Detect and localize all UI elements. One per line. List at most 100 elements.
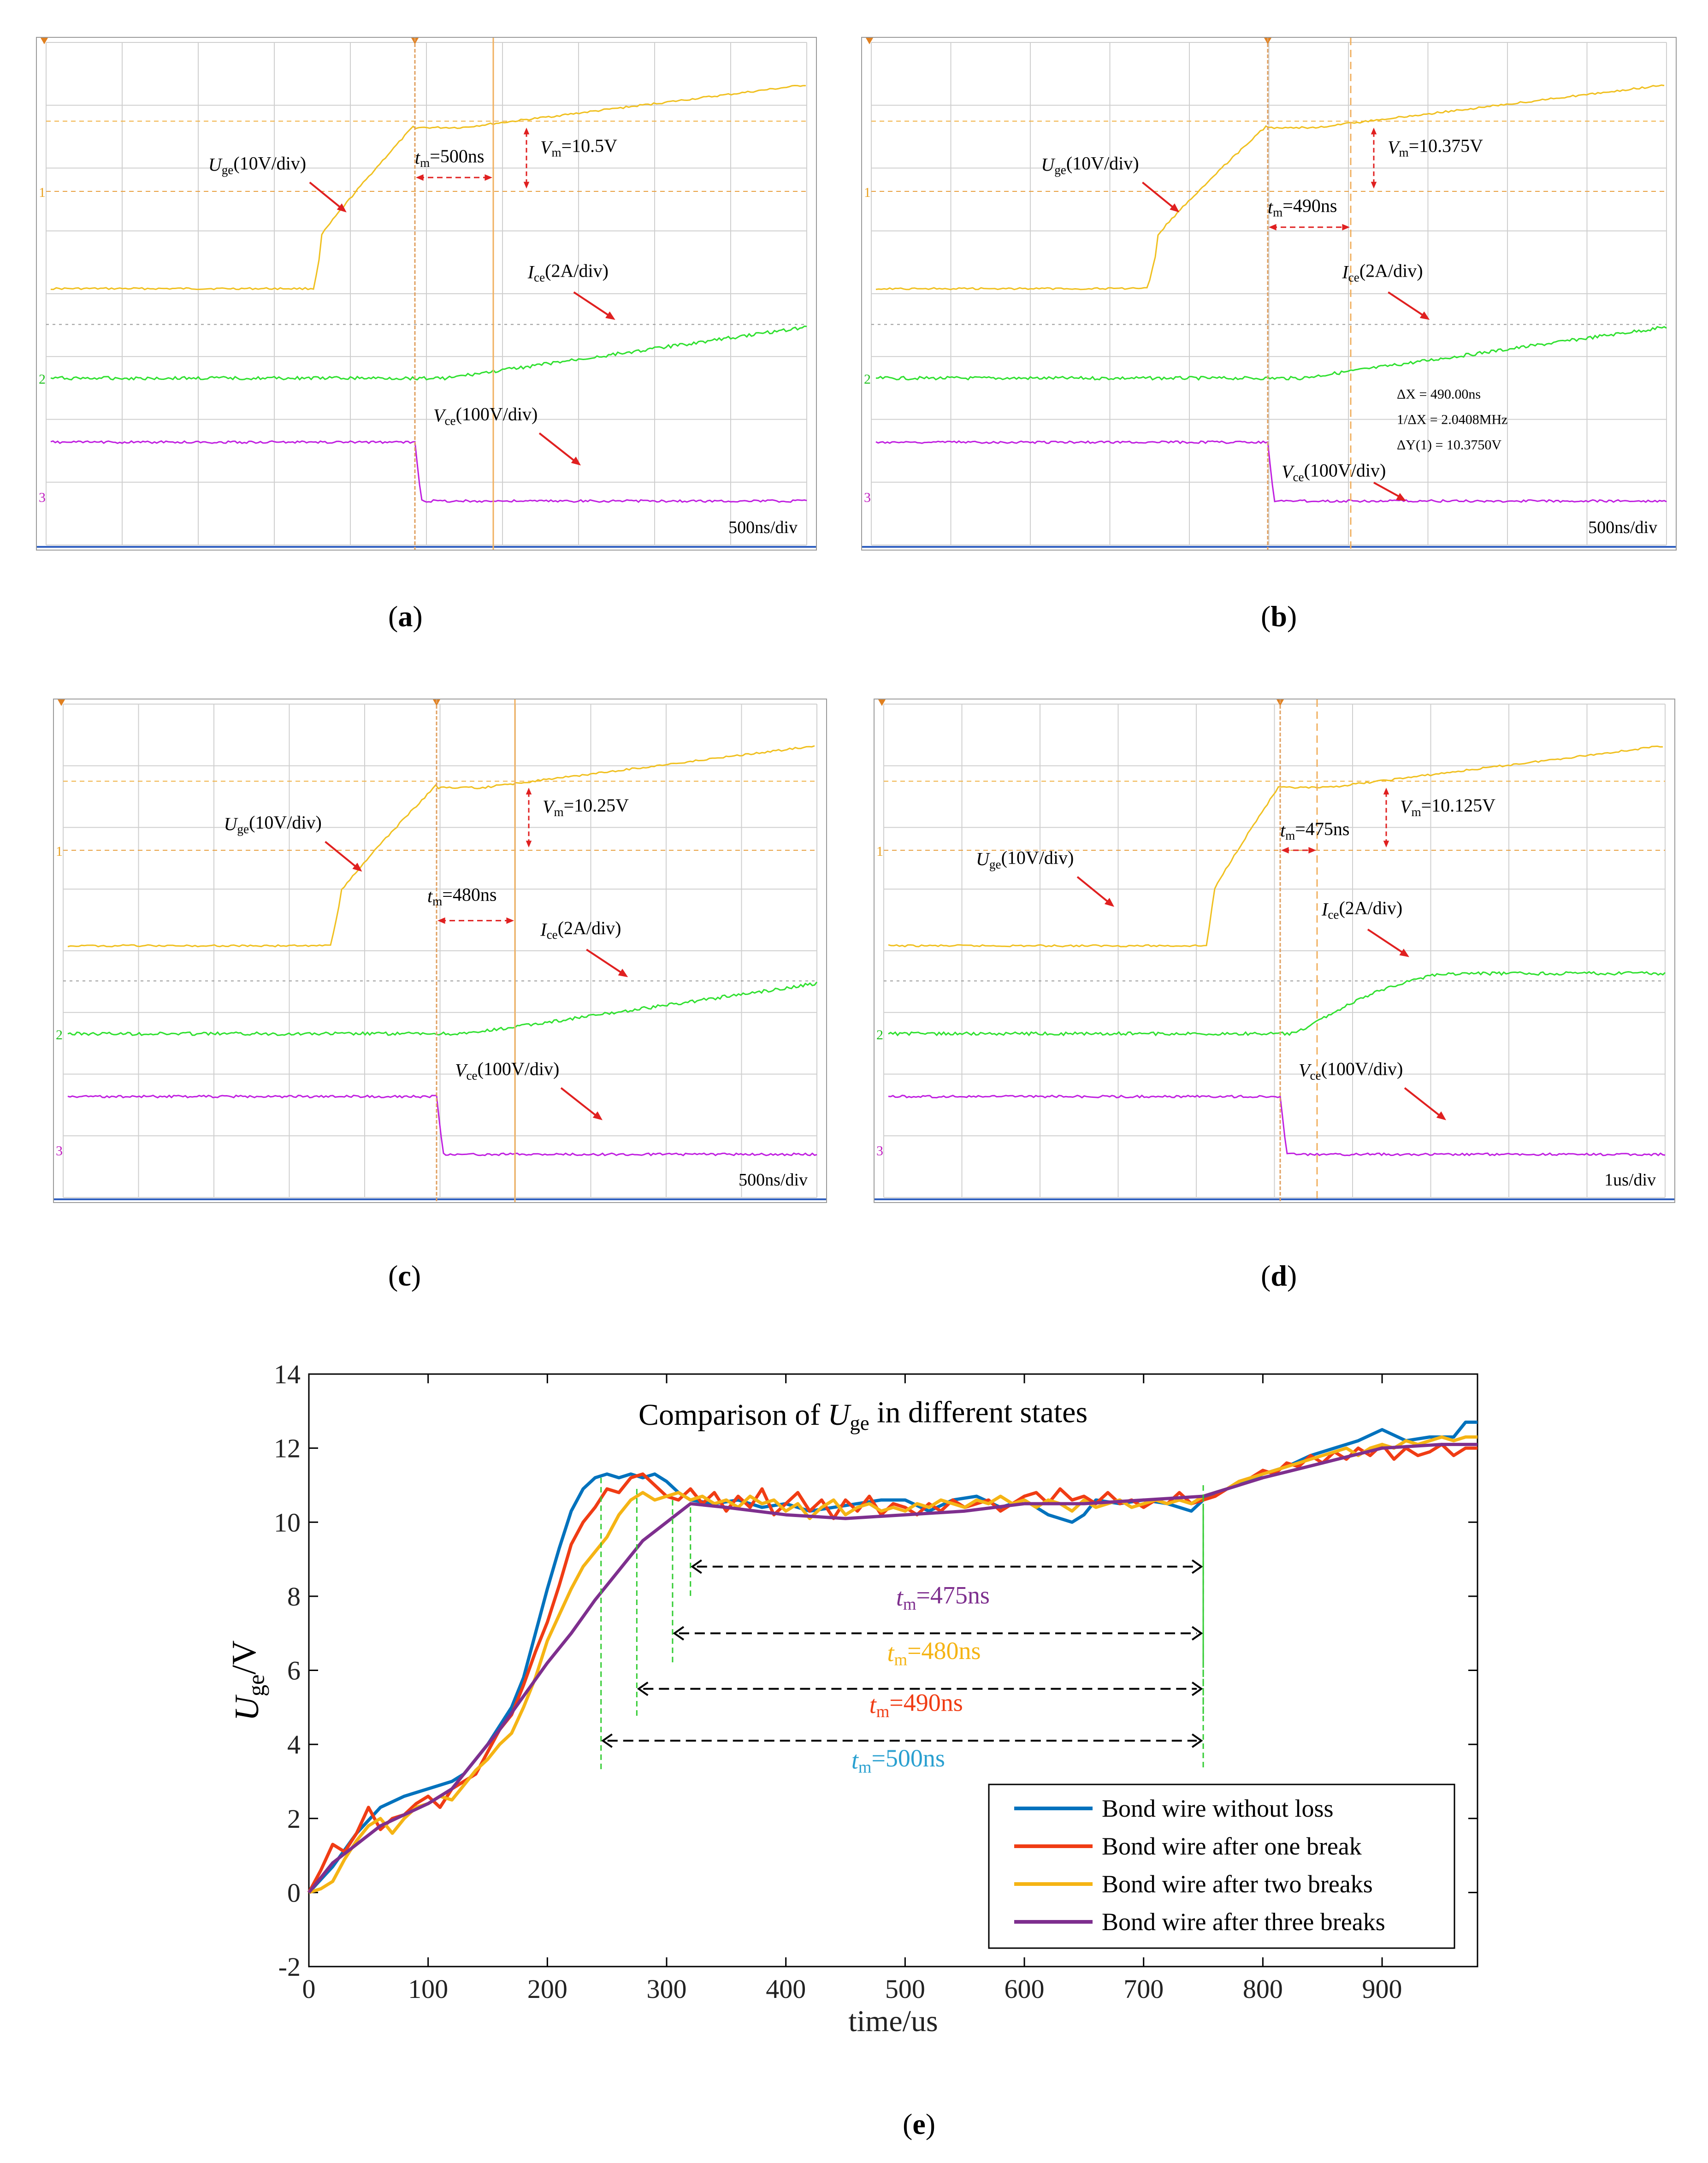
vce-label: Vce(100V/div) <box>433 403 538 427</box>
timebase-label: 500ns/div <box>1588 518 1657 537</box>
ch1-marker: 1 <box>864 185 871 200</box>
tm-annotation-label: tm=500ns <box>851 1744 945 1777</box>
uge-arrow-head <box>337 203 347 213</box>
x-axis-label: time/us <box>848 2004 938 2038</box>
vce-arrow <box>560 1087 599 1118</box>
legend-label: Bond wire after one break <box>1102 1832 1362 1860</box>
tm-dim-arrow-left <box>637 1682 649 1696</box>
x-tick-label: 500 <box>885 1974 925 2004</box>
ice-arrow-head <box>1419 311 1430 320</box>
plot-frame <box>308 1373 1478 1967</box>
ice-arrow <box>1388 291 1426 318</box>
cursor-readout-line: ΔY(1) = 10.3750V <box>1397 438 1501 453</box>
ch3-marker: 3 <box>864 490 871 505</box>
vm-arrow-head-top <box>523 127 530 135</box>
legend-box <box>988 1784 1455 1949</box>
series-line-2 <box>307 1443 1478 1894</box>
ice-trace <box>875 326 1667 381</box>
tm-label: tm=475ns <box>1280 818 1349 842</box>
uge-arrow-head <box>352 862 362 872</box>
tm-dim-arrow-left <box>691 1559 702 1574</box>
caption-e: (e) <box>903 2108 936 2140</box>
tm-dim-arrow-right <box>1191 1733 1203 1748</box>
vce-arrow <box>1373 481 1402 499</box>
tm-arrow-head-right <box>506 917 514 924</box>
scope-panel-d: 1 2 3 tm=475ns Vm=10.125V Uge(10V/div) Ice(2A/… <box>874 699 1675 1203</box>
x-tick-label: 800 <box>1243 1974 1283 2004</box>
ch3-marker: 3 <box>56 1143 63 1158</box>
vce-label: Vce(100V/div) <box>455 1058 559 1082</box>
uge-arrow-head <box>1104 898 1114 907</box>
y-tick-label: 10 <box>274 1507 301 1537</box>
y-tick-label: -2 <box>278 1952 301 1982</box>
legend-label: Bond wire after three breaks <box>1102 1908 1385 1936</box>
tm-arrow-head-left <box>1281 847 1289 854</box>
legend-label: Bond wire without loss <box>1102 1795 1334 1822</box>
ch1-marker: 1 <box>56 844 63 859</box>
scope-panel-c: 1 2 3 tm=480ns Vm=10.25V Uge(10V/div) Ice(2A/d… <box>53 699 827 1203</box>
tm-annotation-label: tm=490ns <box>869 1689 963 1721</box>
uge-trace <box>67 745 815 948</box>
tm-dim-arrow-right <box>1191 1682 1203 1696</box>
uge-label: Uge(10V/div) <box>976 847 1074 871</box>
tm-arrow-head-left <box>437 917 445 924</box>
vm-label: Vm=10.25V <box>543 795 629 819</box>
vce-arrow <box>1404 1087 1442 1118</box>
cursor-readout-line: ΔX = 490.00ns <box>1397 387 1481 402</box>
trigger-marker-left <box>878 699 886 706</box>
tm-arrow-head-right <box>1308 847 1316 854</box>
vm-arrow-head-top <box>1371 127 1377 135</box>
caption-c: (c) <box>388 1259 421 1292</box>
x-tick-label: 0 <box>302 1974 316 2004</box>
ice-arrow <box>573 291 611 318</box>
series-line-1 <box>307 1420 1478 1894</box>
trigger-marker-left <box>58 699 65 706</box>
uge-label: Uge(10V/div) <box>1041 153 1139 177</box>
ice-label: Ice(2A/div) <box>1342 261 1423 284</box>
ch3-marker: 3 <box>39 490 46 505</box>
ice-arrow-head <box>618 968 628 978</box>
uge-arrow <box>309 182 343 210</box>
scope-grid <box>871 42 1667 545</box>
ice-label: Ice(2A/div) <box>1321 898 1402 922</box>
legend-label: Bond wire after two breaks <box>1102 1870 1373 1898</box>
vm-arrow-head-bottom <box>1371 182 1377 189</box>
vm-label: Vm=10.5V <box>540 136 617 160</box>
y-axis-label: Uge/V <box>225 1641 269 1721</box>
vce-arrow-head <box>592 1111 603 1120</box>
timebase-label: 1us/div <box>1604 1170 1656 1190</box>
scope-panel-b: 1 2 3 tm=490ns Vm=10.375V Uge(10V/div) Ice(2A/… <box>861 37 1677 551</box>
vm-arrow-head-bottom <box>526 841 532 847</box>
uge-label: Uge(10V/div) <box>208 153 306 177</box>
tm-dim-arrow-left <box>673 1626 685 1641</box>
x-tick-label: 400 <box>766 1974 806 2004</box>
ice-label: Ice(2A/div) <box>540 918 621 942</box>
timebase-label: 500ns/div <box>739 1170 808 1190</box>
tm-label: tm=500ns <box>415 146 484 170</box>
vce-arrow-head <box>1396 493 1406 501</box>
tm-arrow-head-right <box>1342 224 1350 231</box>
ice-arrow-head <box>1399 948 1409 957</box>
y-tick-label: 0 <box>287 1878 301 1908</box>
ice-arrow-head <box>605 311 615 320</box>
series-line-4 <box>307 1443 1478 1894</box>
chart-title: Comparison of Uge in different states <box>638 1396 1087 1435</box>
scope-canvas: 1 2 3 tm=475ns Vm=10.125V Uge(10V/div) Ice(2A/… <box>875 699 1674 1202</box>
vm-label: Vm=10.125V <box>1400 795 1495 819</box>
x-tick-label: 300 <box>647 1974 687 2004</box>
y-tick-label: 6 <box>287 1656 301 1686</box>
tm-label: tm=490ns <box>1268 196 1337 219</box>
ch2-marker: 2 <box>864 372 871 387</box>
tm-dim-arrow-right <box>1191 1626 1203 1641</box>
uge-label: Uge(10V/div) <box>224 812 322 836</box>
ch2-marker: 2 <box>39 372 46 387</box>
tm-dim-arrow-right <box>1191 1559 1203 1574</box>
vce-trace <box>67 1094 817 1156</box>
ice-arrow <box>586 948 624 975</box>
vce-trace <box>50 440 807 503</box>
scope-grid <box>883 704 1666 1198</box>
tm-label: tm=480ns <box>427 884 496 908</box>
vce-arrow <box>538 432 577 463</box>
y-tick-label: 8 <box>287 1582 301 1612</box>
tm-dim-arrow-left <box>601 1733 613 1748</box>
